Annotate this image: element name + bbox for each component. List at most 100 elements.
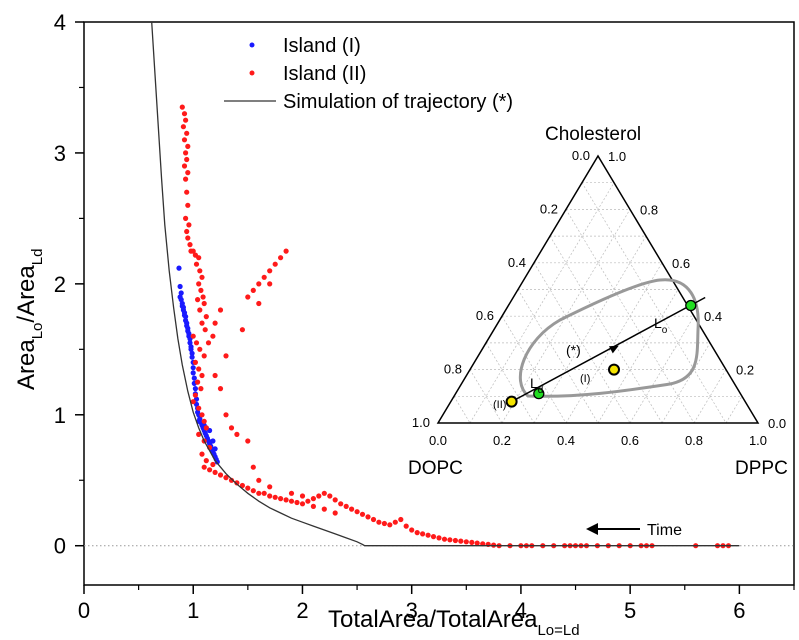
island-two-point-145 <box>223 353 229 359</box>
ternary-bottom-tick-0: 0.0 <box>429 433 447 448</box>
y-axis-title-mid: /Area <box>13 265 40 323</box>
time-annotation: Time <box>586 522 682 539</box>
island-two-point-67 <box>256 490 262 496</box>
island-two-point-5 <box>181 137 188 143</box>
island-two-point-47 <box>196 405 202 411</box>
island-two-point-49 <box>201 418 207 424</box>
island-two-point-38 <box>197 346 203 352</box>
island-two-point-88 <box>370 516 377 523</box>
island-two-point-162 <box>332 510 338 516</box>
island-two-point-135 <box>250 287 256 293</box>
legend-label-simulation: Simulation of trajectory (*) <box>283 91 513 113</box>
island-two-point-14 <box>183 215 189 221</box>
island-two-point-85 <box>354 509 360 515</box>
ternary-vertex-right: DPPC <box>735 458 788 479</box>
ternary-grid-line-5-2 <box>517 289 599 424</box>
island-two-point-7 <box>183 150 189 156</box>
island-two-point-87 <box>365 514 371 520</box>
series-group <box>151 21 740 549</box>
ternary-bottom-tick-5: 1.0 <box>749 433 767 448</box>
island-two-point-27 <box>198 287 204 293</box>
island-two-point-76 <box>305 498 311 504</box>
ternary-grid-line-1-1 <box>469 182 615 424</box>
island-two-point-57 <box>201 464 207 470</box>
island-two-point-31 <box>197 307 203 313</box>
lo-label-sub: o <box>662 325 668 336</box>
ternary-right-tick-0: 0.0 <box>768 416 786 431</box>
island-one-point-11 <box>183 314 189 320</box>
island-two-point-146 <box>217 307 224 313</box>
island-two-label: (II) <box>493 399 506 411</box>
island-two-point-6 <box>185 143 191 149</box>
island-two-point-26 <box>196 281 202 287</box>
island-two-point-79 <box>321 490 327 496</box>
island-two-point-48 <box>199 412 205 418</box>
y-axis-title-main: Area <box>13 339 40 390</box>
island-two-point-72 <box>283 497 289 503</box>
ternary-right-tick-2: 0.4 <box>704 309 722 324</box>
ternary-grid-line-1-2 <box>581 182 727 424</box>
island-two-point-23 <box>193 261 200 267</box>
island-one-point-58 <box>212 446 218 452</box>
ternary-grid-line-9-2 <box>453 396 471 424</box>
island-two-point-105 <box>463 539 469 545</box>
island-two-point-106 <box>469 539 475 546</box>
island-two-point-99 <box>430 534 437 540</box>
island-two-point-107 <box>474 540 480 546</box>
x-tick-label-2: 2 <box>296 598 308 623</box>
island-two-point-34 <box>202 327 208 333</box>
ternary-ticks: 0.0 0.2 0.4 0.6 0.8 1.00.00.20.40.60.81.00.00… <box>412 148 786 448</box>
ld-label-sub: d <box>538 385 544 396</box>
island-two-point-90 <box>381 520 387 527</box>
island-one-point-0 <box>176 265 182 271</box>
island-two-point-64 <box>239 482 245 489</box>
island-one-point-1 <box>177 283 183 290</box>
island-two-point-147 <box>212 320 218 326</box>
island-two-point-159 <box>299 493 306 499</box>
island-two-point-56 <box>210 461 216 468</box>
tie-line <box>511 296 706 403</box>
island-two-point-30 <box>201 300 207 307</box>
x-tick-label-1: 1 <box>187 598 199 623</box>
ternary-left-tick-0: 0.0 <box>572 148 590 163</box>
island-two-point-100 <box>436 535 442 541</box>
ternary-right-tick-1: 0.2 <box>736 363 754 378</box>
island-two-point-9 <box>181 163 188 169</box>
lo-point <box>685 299 697 312</box>
legend-label-island-one: Island (I) <box>283 35 361 57</box>
island-two-point-157 <box>267 484 273 490</box>
island-two-point-98 <box>425 532 431 538</box>
island-two-point-83 <box>343 503 349 509</box>
island-two-point-40 <box>192 359 198 365</box>
island-two-point-45 <box>192 392 198 398</box>
ternary-left-tick-2: 0.4 <box>508 255 526 270</box>
x-tick-label-4: 4 <box>515 598 527 623</box>
ternary-bottom-tick-1: 0.2 <box>493 433 511 448</box>
island-two-point-75 <box>299 501 306 507</box>
island-two-point-103 <box>452 537 458 544</box>
island-one-point-4 <box>178 297 184 303</box>
island-two-point-32 <box>203 314 209 320</box>
island-two-point-150 <box>217 386 224 392</box>
island-two-point-142 <box>256 300 262 307</box>
island-two-point-42 <box>199 372 205 379</box>
ternary-vertex-left: DOPC <box>408 458 463 479</box>
island-two-point-13 <box>185 202 191 208</box>
island-two-point-84 <box>349 506 355 512</box>
y-axis-title-sub1: Lo <box>29 323 46 340</box>
axis-ticks: 0 1 2 3 4 5 6 0 1 2 3 4 <box>54 10 795 623</box>
island-two-point-73 <box>288 498 295 504</box>
island-two-point-80 <box>327 493 333 499</box>
ld-label-main: L <box>530 375 538 391</box>
island-two-point-148 <box>210 333 216 339</box>
phase-boundary <box>518 278 700 398</box>
island-two-point-58 <box>207 467 213 473</box>
island-two-point-134 <box>245 294 251 300</box>
island-two-point-153 <box>234 431 240 437</box>
island-two-point-89 <box>376 519 382 525</box>
ternary-grid-line-3-2 <box>549 235 663 424</box>
island-two-point-39 <box>201 353 207 359</box>
y-tick-label-1: 1 <box>54 403 66 428</box>
x-tick-label-5: 5 <box>624 598 636 623</box>
